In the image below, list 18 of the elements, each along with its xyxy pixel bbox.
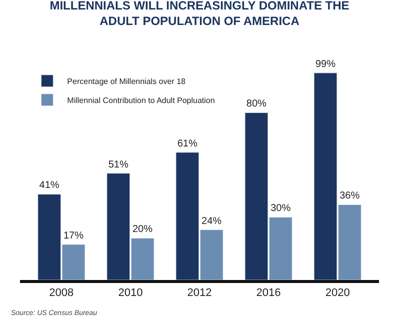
- data-label: 24%: [202, 216, 222, 227]
- data-label: 51%: [108, 159, 128, 170]
- data-label: 17%: [63, 230, 84, 242]
- data-label: 99%: [315, 58, 336, 70]
- data-label: 80%: [246, 98, 267, 110]
- data-label: 30%: [270, 203, 291, 214]
- x-tick-label: 2012: [187, 287, 212, 300]
- data-label: 61%: [177, 138, 198, 150]
- data-label: 41%: [39, 180, 60, 192]
- x-tick-label: 2016: [256, 287, 281, 300]
- data-label: 20%: [132, 224, 153, 236]
- legend-label: Percentage of Millennials over 18: [67, 76, 186, 86]
- x-tick-label: 2010: [118, 287, 143, 300]
- data-label: 36%: [340, 190, 360, 202]
- x-tick-label: 2020: [325, 287, 350, 300]
- legend-label: Millennial Contribution to Adult Popluation: [67, 96, 215, 105]
- x-tick-label: 2008: [49, 287, 74, 300]
- chart-title: MILLENNIALS WILL INCREASINGLY DOMINATE THE ADULT POPULATION OF AMERICA: [50, 0, 350, 28]
